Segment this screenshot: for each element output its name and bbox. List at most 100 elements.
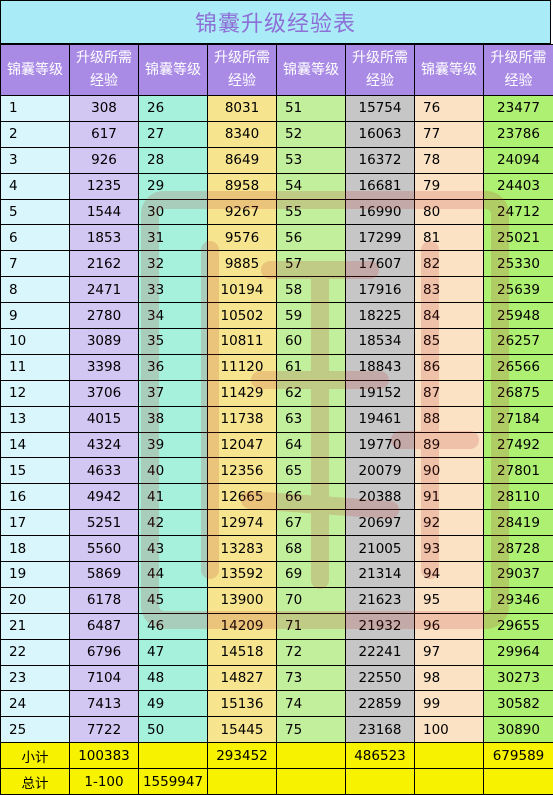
exp-cell: 18534: [345, 328, 415, 355]
column-header-exp: 升级所需经验: [69, 44, 139, 96]
total-empty-cell: [207, 768, 277, 795]
level-cell: 94: [414, 561, 484, 588]
level-cell: 30: [138, 198, 208, 226]
total-empty-cell: [414, 768, 484, 795]
level-cell: 7: [0, 250, 70, 278]
level-cell: 28: [138, 146, 208, 174]
table-row: 25 7722 50 15445 75 23168 100 30890: [0, 716, 553, 744]
exp-cell: 20079: [345, 457, 415, 485]
level-cell: 82: [414, 250, 484, 278]
column-header-level: 锦囊等级: [414, 44, 484, 96]
subtotal-cell: [414, 742, 484, 770]
table-row: 5 1544 30 9267 55 16990 80 24712: [0, 198, 553, 226]
exp-cell: 27184: [483, 405, 553, 433]
level-cell: 45: [138, 586, 208, 614]
level-cell: 88: [414, 405, 484, 433]
level-cell: 13: [0, 405, 70, 433]
level-cell: 31: [138, 224, 208, 252]
exp-cell: 12665: [207, 483, 277, 511]
subtotal-row: 小计 100383 293452 486523 679589: [0, 742, 553, 770]
level-cell: 68: [276, 535, 346, 563]
level-cell: 84: [414, 302, 484, 330]
table-row: 24 7413 49 15136 74 22859 99 30582: [0, 690, 553, 718]
level-cell: 85: [414, 328, 484, 355]
exp-cell: 3706: [69, 379, 139, 407]
level-cell: 24: [0, 690, 70, 718]
exp-cell: 16681: [345, 172, 415, 200]
exp-cell: 20388: [345, 483, 415, 511]
level-cell: 12: [0, 379, 70, 407]
level-cell: 44: [138, 561, 208, 588]
table-row: 22 6796 47 14518 72 22241 97 29964: [0, 638, 553, 666]
exp-cell: 27492: [483, 431, 553, 459]
exp-cell: 2162: [69, 250, 139, 278]
subtotal-label: 小计: [0, 742, 70, 770]
level-cell: 53: [276, 146, 346, 174]
level-cell: 91: [414, 483, 484, 511]
level-cell: 34: [138, 302, 208, 330]
level-cell: 54: [276, 172, 346, 200]
exp-cell: 4015: [69, 405, 139, 433]
exp-cell: 21932: [345, 612, 415, 640]
exp-cell: 14209: [207, 612, 277, 640]
level-cell: 97: [414, 638, 484, 666]
table-row: 11 3398 36 11120 61 18843 86 26566: [0, 353, 553, 381]
exp-cell: 16063: [345, 120, 415, 148]
level-cell: 19: [0, 561, 70, 588]
level-cell: 39: [138, 431, 208, 459]
exp-cell: 7722: [69, 716, 139, 744]
exp-cell: 11738: [207, 405, 277, 433]
total-row: 总计 1-100 1559947: [0, 768, 553, 795]
table-row: 6 1853 31 9576 56 17299 81 25021: [0, 224, 553, 252]
exp-cell: 14827: [207, 664, 277, 692]
column-header-exp: 升级所需经验: [345, 44, 415, 96]
level-cell: 51: [276, 95, 346, 122]
exp-cell: 12356: [207, 457, 277, 485]
exp-cell: 4633: [69, 457, 139, 485]
exp-cell: 8649: [207, 146, 277, 174]
exp-cell: 20697: [345, 509, 415, 537]
exp-cell: 2471: [69, 276, 139, 304]
table-row: 19 5869 44 13592 69 21314 94 29037: [0, 561, 553, 588]
level-cell: 55: [276, 198, 346, 226]
exp-cell: 29037: [483, 561, 553, 588]
exp-cell: 25948: [483, 302, 553, 330]
level-cell: 46: [138, 612, 208, 640]
table-row: 13 4015 38 11738 63 19461 88 27184: [0, 405, 553, 433]
exp-cell: 29655: [483, 612, 553, 640]
exp-cell: 9885: [207, 250, 277, 278]
table-row: 16 4942 41 12665 66 20388 91 28110: [0, 483, 553, 511]
exp-cell: 26257: [483, 328, 553, 355]
exp-cell: 18225: [345, 302, 415, 330]
level-cell: 63: [276, 405, 346, 433]
exp-cell: 13900: [207, 586, 277, 614]
level-cell: 18: [0, 535, 70, 563]
level-cell: 99: [414, 690, 484, 718]
exp-cell: 10811: [207, 328, 277, 355]
level-cell: 72: [276, 638, 346, 666]
level-cell: 64: [276, 431, 346, 459]
level-cell: 37: [138, 379, 208, 407]
exp-cell: 15445: [207, 716, 277, 744]
level-cell: 2: [0, 120, 70, 148]
exp-cell: 19152: [345, 379, 415, 407]
header-row: 锦囊等级 升级所需经验 锦囊等级 升级所需经验 锦囊等级 升级所需经验 锦囊等级…: [0, 44, 553, 96]
level-cell: 14: [0, 431, 70, 459]
exp-cell: 23477: [483, 95, 553, 122]
level-cell: 42: [138, 509, 208, 537]
exp-cell: 21623: [345, 586, 415, 614]
total-label: 总计: [0, 768, 70, 795]
exp-cell: 26566: [483, 353, 553, 381]
exp-cell: 7413: [69, 690, 139, 718]
table-row: 21 6487 46 14209 71 21932 96 29655: [0, 612, 553, 640]
table-row: 18 5560 43 13283 68 21005 93 28728: [0, 535, 553, 563]
level-cell: 71: [276, 612, 346, 640]
exp-cell: 19770: [345, 431, 415, 459]
subtotal-cell: [276, 742, 346, 770]
exp-cell: 6487: [69, 612, 139, 640]
level-cell: 87: [414, 379, 484, 407]
experience-table: 锦囊等级 升级所需经验 锦囊等级 升级所需经验 锦囊等级 升级所需经验 锦囊等级…: [0, 44, 553, 795]
level-cell: 4: [0, 172, 70, 200]
level-cell: 93: [414, 535, 484, 563]
exp-cell: 1853: [69, 224, 139, 252]
